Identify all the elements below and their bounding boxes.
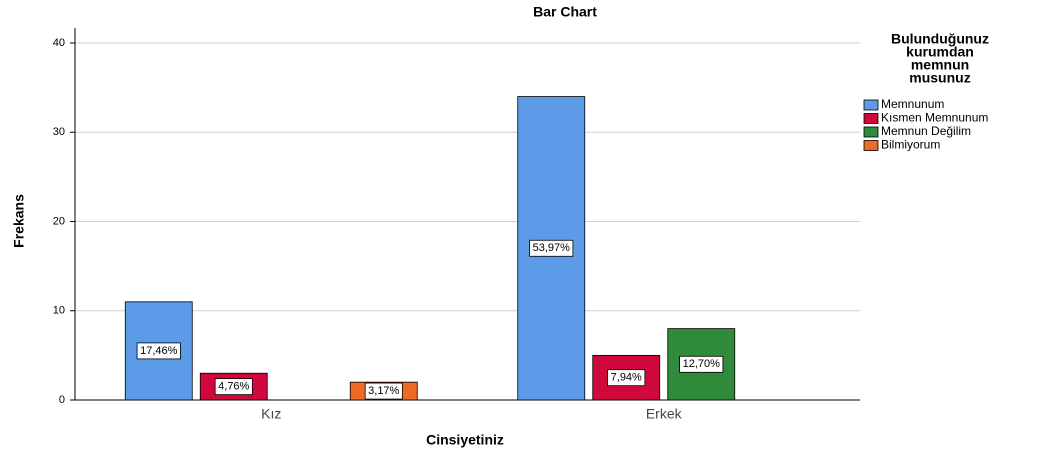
- legend-swatch: [863, 99, 879, 111]
- legend-title: musunuz: [909, 70, 970, 86]
- value-label: 4,76%: [218, 381, 249, 393]
- legend-label: Kısmen Memnunum: [881, 111, 988, 125]
- value-label: 7,94%: [611, 372, 642, 384]
- legend-label: Bilmiyorum: [881, 138, 940, 152]
- y-axis-label: Frekans: [11, 194, 27, 248]
- value-label-box: [529, 239, 574, 257]
- legend-label: Memnunum: [881, 97, 944, 111]
- value-label-box: [607, 369, 646, 387]
- y-tick-label: 20: [53, 215, 65, 227]
- legend-title: kurumdan: [906, 44, 974, 60]
- y-tick-label: 0: [59, 394, 65, 406]
- chart-title: Bar Chart: [533, 4, 597, 20]
- legend-swatch: [863, 113, 879, 124]
- y-tick-label: 40: [53, 37, 65, 49]
- x-tick-label: Kız: [261, 406, 281, 422]
- legend-swatch: [863, 140, 879, 151]
- legend-swatch: [863, 126, 879, 138]
- value-label: 12,70%: [683, 358, 721, 370]
- x-tick-label: Erkek: [646, 406, 683, 422]
- y-tick-label: 30: [53, 126, 65, 138]
- value-label-box: [214, 378, 253, 396]
- legend-label: Memnun Değilim: [881, 124, 971, 138]
- value-label-box: [679, 355, 724, 373]
- value-label: 17,46%: [140, 345, 178, 357]
- value-label: 3,17%: [368, 385, 399, 397]
- legend-title: Bulunduğunuz: [891, 31, 989, 47]
- value-label-box: [136, 342, 181, 360]
- y-tick-label: 10: [53, 305, 65, 317]
- value-label: 53,97%: [533, 242, 571, 254]
- legend-title: memnun: [911, 57, 969, 73]
- value-label-box: [364, 382, 403, 400]
- x-axis-label: Cinsiyetiniz: [426, 432, 504, 448]
